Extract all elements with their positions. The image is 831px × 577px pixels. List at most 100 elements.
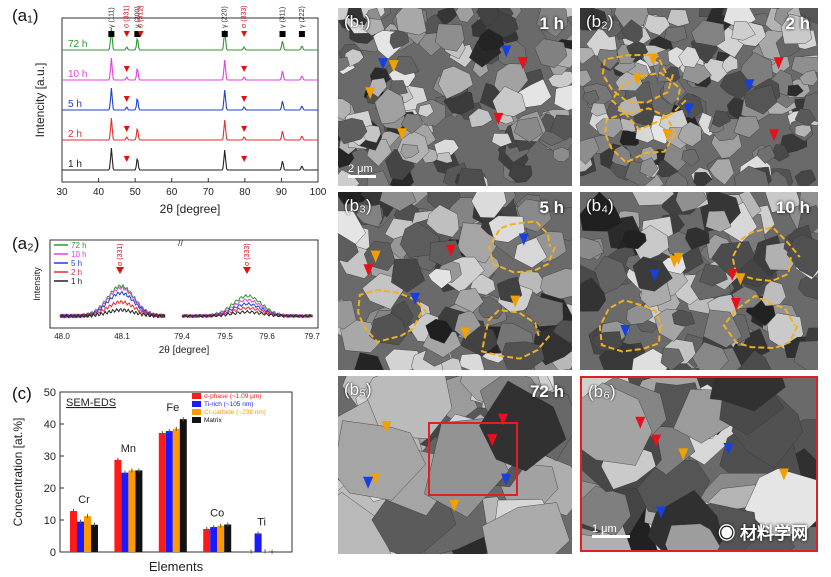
grain: [471, 192, 507, 219]
sigma-marker: [123, 126, 130, 132]
grain: [338, 233, 359, 263]
grain: [580, 236, 604, 260]
zoom-series-line: [181, 309, 313, 319]
scale-bar-label: 2 μm: [348, 163, 373, 175]
grain: [426, 204, 460, 238]
micrograph-texture: [582, 378, 816, 550]
x-tick-label: 48.1: [114, 332, 130, 341]
phase-marker: [365, 87, 376, 100]
grain: [455, 8, 475, 23]
series-label: 72 h: [68, 39, 87, 50]
grain: [550, 114, 572, 141]
grain: [744, 468, 816, 536]
grain: [428, 268, 453, 289]
grain: [709, 378, 786, 412]
x-tick-label: 79.5: [217, 332, 233, 341]
grain: [344, 48, 364, 68]
grain: [492, 86, 527, 117]
legend-label: 1 h: [71, 277, 82, 286]
phase-marker: [662, 129, 673, 142]
sigma-marker: [241, 66, 248, 72]
x-axis-label: Elements: [149, 559, 204, 574]
phase-marker: [769, 129, 780, 142]
grain: [797, 274, 818, 300]
grain: [501, 341, 545, 370]
legend-label: Cr-carbide (~238 nm): [204, 409, 266, 416]
panel-label-c: (c): [12, 384, 32, 403]
grain: [362, 18, 385, 37]
legend-label: 72 h: [71, 241, 87, 250]
grain: [743, 84, 778, 115]
peak-annotation: σ (312): [138, 5, 145, 28]
scale-bar: 1 μm: [592, 523, 630, 538]
micrograph-time: 5 h: [539, 198, 564, 217]
phase-marker: [778, 468, 789, 481]
phase-marker: [773, 57, 784, 70]
micrograph-b5: (b₅) 72 h: [338, 376, 572, 554]
xrd-series-line: [62, 147, 318, 171]
bar: [254, 533, 262, 552]
phase-marker: [735, 273, 746, 286]
grain: [438, 65, 474, 100]
grain: [524, 291, 564, 327]
axis-break: //: [178, 238, 184, 248]
grain: [374, 88, 407, 125]
sigma-marker: [116, 267, 124, 274]
grain: [582, 89, 600, 106]
grain: [798, 8, 818, 25]
x-tick-label: 80: [239, 187, 251, 198]
grain: [363, 240, 396, 272]
legend-swatch: [192, 417, 201, 423]
grain: [591, 331, 623, 352]
phase-marker: [620, 324, 631, 337]
phase-marker: [648, 53, 659, 66]
category-label: Mn: [121, 443, 136, 455]
grain: [580, 69, 592, 88]
sigma-marker: [137, 31, 144, 37]
peak-annotation: γ (311): [280, 7, 287, 28]
grain: [491, 133, 513, 148]
grain: [540, 268, 572, 302]
y-tick-label: 0: [50, 547, 56, 559]
grain: [441, 357, 463, 370]
peak-annotation: γ (200): [134, 6, 141, 28]
region-boundary: [357, 288, 428, 344]
sigma-marker: [241, 31, 248, 37]
grain: [664, 523, 721, 550]
bar: [203, 528, 211, 552]
grain: [678, 46, 700, 68]
x-tick-label: 30: [56, 187, 68, 198]
legend-label: 2 h: [71, 268, 82, 277]
grain: [733, 165, 770, 186]
series-label: 2 h: [68, 129, 82, 140]
grain: [513, 116, 543, 143]
micrograph-b1: (b₁) 1 h 2 μm: [338, 8, 572, 186]
legend-swatch: [192, 409, 201, 415]
micrograph-time: 1 h: [539, 14, 564, 33]
grain: [691, 20, 725, 47]
micrograph-texture: [338, 8, 572, 186]
grain: [589, 102, 608, 117]
grain: [681, 148, 700, 167]
micrograph-b3: (b₃) 5 h: [338, 192, 572, 370]
legend-label: σ-phase (~1.09 μm): [204, 393, 261, 400]
eds-plot: 0 10 20 30 40 50 Elements Concentration [at.%] S…: [11, 387, 293, 574]
peak-annotation: σ (333): [241, 5, 248, 28]
grain: [456, 168, 487, 186]
x-tick-label: 79.7: [304, 332, 320, 341]
grain: [580, 8, 608, 31]
x-tick-label: 100: [310, 187, 327, 198]
legend-label: Ti-rich (~105 nm): [204, 401, 253, 408]
zoom-series-line: [181, 301, 313, 319]
series-label: 5 h: [68, 99, 82, 110]
grain: [356, 203, 383, 228]
phase-marker: [673, 252, 684, 265]
category-label: Co: [210, 507, 224, 519]
panel-label-a2: (a₂): [12, 234, 40, 253]
bar: [91, 524, 98, 552]
grain: [580, 192, 623, 232]
grain: [338, 420, 426, 501]
bar: [77, 521, 84, 552]
xrd-series-line: [62, 117, 318, 141]
grain: [703, 309, 743, 349]
